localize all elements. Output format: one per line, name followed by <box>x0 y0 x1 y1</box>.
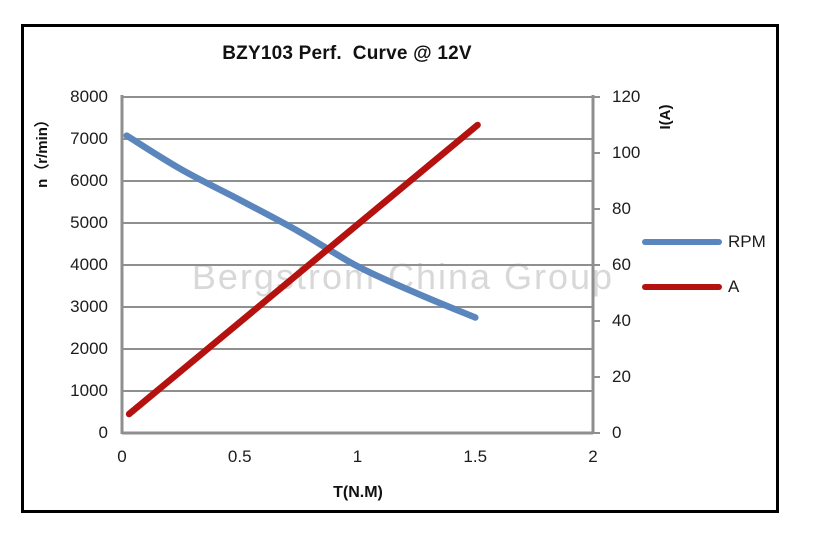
y-left-tick-label: 2000 <box>70 339 108 358</box>
y-right-tick-label: 60 <box>612 255 631 274</box>
legend-label-rpm: RPM <box>728 232 766 251</box>
rpm-line-swatch <box>642 239 722 245</box>
x-tick-label: 1.5 <box>463 447 488 466</box>
legend-item-a: A <box>642 276 739 298</box>
legend-item-rpm: RPM <box>642 231 766 253</box>
x-tick-label: 0 <box>117 447 127 466</box>
y-right-tick-label: 40 <box>612 311 631 330</box>
x-axis-label: T(N.M) <box>333 484 383 501</box>
y-left-tick-label: 1000 <box>70 381 108 400</box>
y-right-tick-label: 0 <box>612 423 622 442</box>
x-tick-label: 1 <box>352 447 363 466</box>
x-tick-label: 2 <box>588 447 598 466</box>
a-line-swatch <box>642 284 722 290</box>
a-series-line <box>125 121 481 418</box>
y-right-tick-label: 120 <box>612 87 641 106</box>
chart-title: BZY103 Perf. Curve @ 12V <box>222 43 472 64</box>
y-left-tick-label: 3000 <box>70 297 108 316</box>
y-left-tick-label: 0 <box>98 423 108 442</box>
y-right-tick-label: 80 <box>612 199 631 218</box>
legend-label-a: A <box>728 277 740 296</box>
y-left-tick-label: 6000 <box>70 171 108 190</box>
rpm-series-line <box>123 132 479 321</box>
y-right-tick-label: 100 <box>612 143 641 162</box>
y-left-tick-label: 8000 <box>70 87 108 106</box>
y-left-tick-label: 7000 <box>70 129 108 148</box>
y-right-tick-label: 20 <box>612 367 631 386</box>
y-left-tick-label: 5000 <box>70 213 108 232</box>
y-left-tick-label: 4000 <box>70 255 108 274</box>
x-tick-label: 0.5 <box>227 447 252 466</box>
